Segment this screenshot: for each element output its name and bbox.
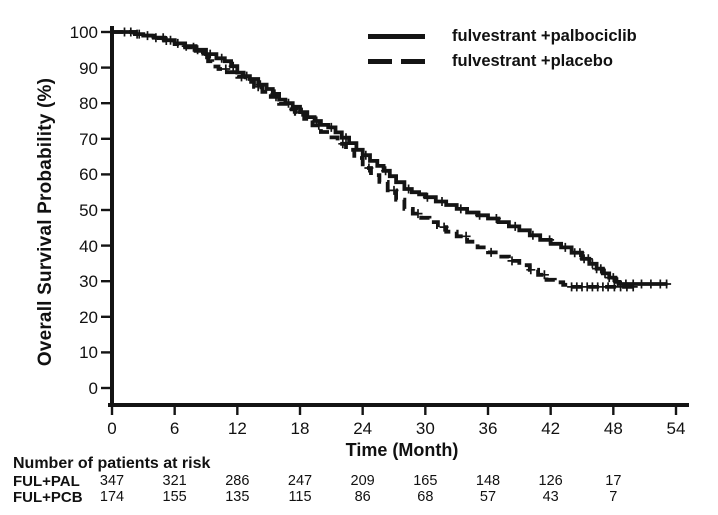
risk-count: 247 (287, 473, 313, 489)
risk-count: 57 (479, 488, 497, 505)
y-tick-label: 50 (79, 201, 98, 220)
x-tick-label: 6 (169, 419, 180, 438)
axes (101, 26, 689, 415)
y-tick-label: 100 (69, 23, 98, 42)
risk-count: 126 (538, 473, 563, 489)
x-tick-label: 12 (227, 419, 247, 438)
x-tick-label: 0 (107, 419, 117, 438)
risk-count: 86 (354, 488, 371, 505)
risk-count: 135 (225, 488, 250, 505)
risk-row-label: FUL+PCB (13, 488, 83, 506)
y-tick-label: 40 (79, 236, 98, 256)
y-tick-label: 30 (79, 272, 98, 292)
y-tick-label: 0 (88, 379, 98, 398)
risk-count: 148 (475, 473, 501, 489)
x-axis-title: Time (Month) (345, 440, 459, 460)
x-tick-label: 24 (353, 419, 373, 438)
x-tick-label: 54 (666, 419, 686, 438)
legend-solid-line-icon (368, 34, 425, 39)
x-tick-label: 42 (541, 419, 561, 438)
y-tick-label: 80 (79, 94, 98, 114)
legend-row-placebo: fulvestrant +placebo (368, 49, 637, 74)
risk-count: 17 (605, 473, 622, 489)
y-tick-label: 70 (79, 129, 98, 149)
risk-count: 347 (99, 473, 125, 489)
risk-count: 7 (609, 488, 618, 505)
risk-count: 209 (350, 473, 375, 489)
y-tick-label: 10 (79, 343, 98, 363)
y-tick-label: 20 (79, 307, 98, 327)
y-tick-label: 90 (79, 58, 98, 78)
risk-count: 286 (225, 473, 250, 489)
x-tick-label: 30 (415, 419, 435, 438)
km-curve-placebo (112, 29, 638, 292)
risk-table-title: Number of patients at risk (13, 455, 211, 472)
legend-dashed-line-icon (368, 59, 425, 64)
legend-row-palbociclib: fulvestrant +palbociclib (368, 24, 637, 49)
risk-count: 115 (288, 488, 312, 505)
risk-row-label: FUL+PAL (13, 473, 80, 490)
x-tick-label: 48 (603, 419, 623, 438)
risk-count: 321 (162, 473, 187, 489)
legend-label-palbociclib: fulvestrant +palbociclib (452, 27, 637, 45)
risk-count: 155 (162, 488, 187, 505)
risk-count: 43 (542, 488, 559, 505)
censor-marks (132, 29, 638, 292)
legend-label-placebo: fulvestrant +placebo (452, 52, 613, 70)
legend: fulvestrant +palbociclib fulvestrant +pl… (368, 24, 637, 74)
risk-count: 68 (417, 488, 434, 505)
x-tick-label: 36 (478, 419, 498, 438)
risk-count: 165 (413, 473, 438, 489)
x-tick-label: 18 (290, 419, 310, 438)
risk-count: 174 (99, 488, 125, 505)
y-tick-label: 60 (79, 165, 98, 185)
